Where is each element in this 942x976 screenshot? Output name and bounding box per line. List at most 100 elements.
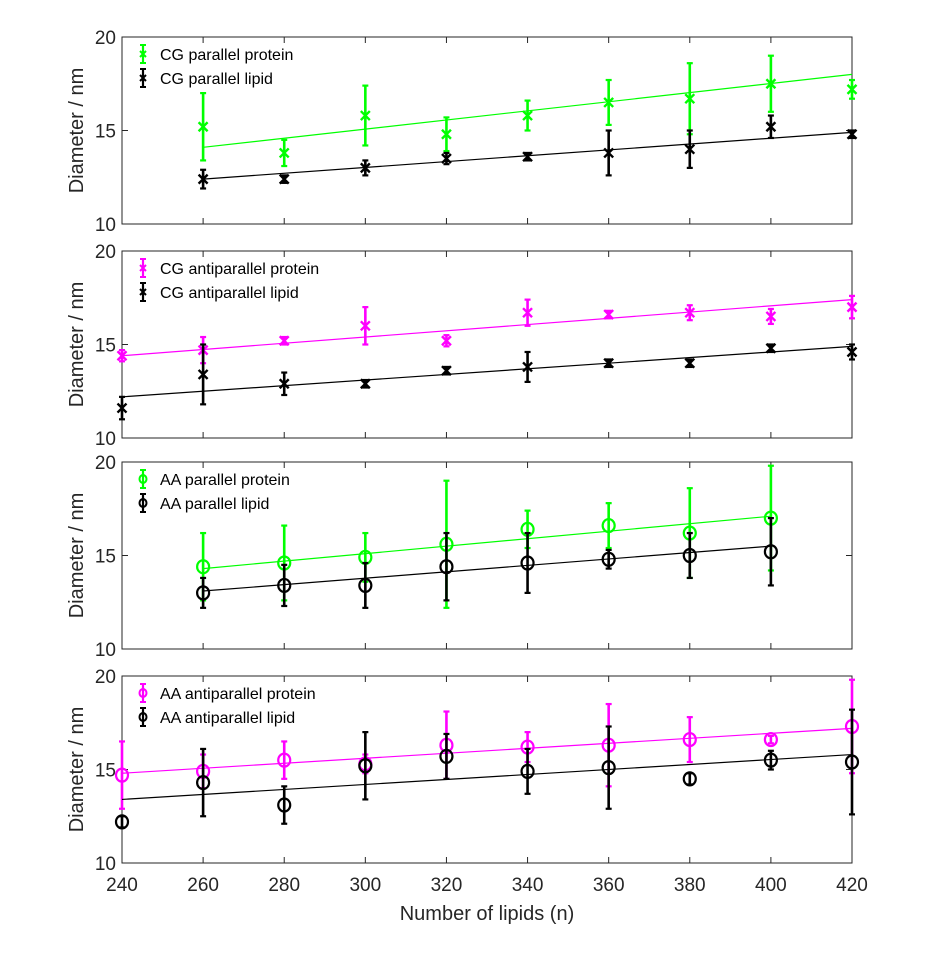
- legend-label: CG antiparallel lipid: [160, 285, 299, 302]
- data-point: [682, 547, 697, 564]
- series-1: CG antiparallel protein: [116, 258, 858, 365]
- data-point: [441, 335, 452, 347]
- legend-label: AA antiparallel lipid: [160, 710, 295, 727]
- data-point: [358, 758, 373, 774]
- series-2: AA parallel lipid: [138, 493, 778, 609]
- data-point: [603, 97, 615, 108]
- data-point: [682, 731, 697, 748]
- x-tick-label: 300: [349, 875, 381, 896]
- series-2: AA antiparallel lipid: [114, 707, 860, 830]
- data-point: [197, 173, 209, 185]
- data-point: [520, 555, 535, 571]
- data-point: [359, 110, 371, 121]
- legend-label: CG parallel lipid: [160, 71, 273, 88]
- x-tick-label: 360: [593, 875, 625, 896]
- data-point: [846, 301, 858, 313]
- y-tick-label: 15: [95, 122, 116, 143]
- data-point: [684, 307, 696, 319]
- y-tick-label: 15: [95, 547, 116, 568]
- plot-area: [121, 250, 853, 439]
- data-point: [439, 559, 454, 575]
- data-point: [278, 173, 290, 185]
- data-point: [684, 357, 696, 369]
- data-point: [358, 577, 373, 594]
- y-axis-label: Diameter / nm: [66, 493, 88, 619]
- y-axis-label: Diameter / nm: [66, 282, 88, 408]
- data-point: [116, 402, 128, 414]
- panel-1: 10 15 20 Diameter / nm CG parallel protein CG…: [66, 28, 858, 236]
- x-tick-label: 240: [106, 875, 138, 896]
- legend-marker: [139, 50, 147, 58]
- legend-marker: [138, 712, 148, 722]
- data-point: [359, 378, 371, 390]
- data-point: [441, 128, 452, 140]
- data-point: [763, 752, 778, 768]
- legend-marker: [138, 498, 148, 508]
- fit-line: [203, 545, 771, 592]
- legend-marker: [139, 264, 147, 272]
- data-point: [196, 559, 211, 575]
- y-axis-label: Diameter / nm: [66, 707, 88, 833]
- x-tick-label: 380: [674, 875, 706, 896]
- legend-marker: [139, 288, 147, 296]
- panel-3: 10 15 20 Diameter / nm AA parallel protein AA…: [66, 453, 853, 661]
- data-point: [278, 147, 290, 159]
- data-point: [765, 121, 777, 133]
- data-point: [277, 797, 292, 813]
- y-tick-label: 10: [95, 215, 116, 236]
- legend-marker: [138, 688, 148, 698]
- legend-marker: [139, 74, 147, 82]
- plot-area: [121, 36, 853, 225]
- data-point: [359, 320, 371, 332]
- data-point: [601, 517, 616, 534]
- data-point: [277, 577, 292, 594]
- y-axis-label: Diameter / nm: [66, 68, 88, 194]
- data-point: [684, 93, 696, 105]
- series-2: CG parallel lipid: [139, 68, 858, 190]
- data-point: [196, 774, 211, 791]
- series-2: CG antiparallel lipid: [116, 282, 858, 421]
- data-point: [765, 342, 777, 354]
- data-point: [439, 748, 454, 765]
- x-tick-label: 260: [187, 875, 219, 896]
- fit-line: [203, 515, 771, 570]
- fit-line: [121, 299, 853, 357]
- x-tick-label: 340: [512, 875, 544, 896]
- data-point: [763, 544, 778, 560]
- data-point: [765, 311, 777, 322]
- data-point: [601, 760, 616, 776]
- x-tick-label: 320: [431, 875, 463, 896]
- data-point: [114, 767, 130, 783]
- x-tick-label: 280: [268, 875, 300, 896]
- data-point: [278, 378, 290, 390]
- data-point: [846, 84, 858, 95]
- panel-4: 10 15 20 240 260 280 300 320 340 360 380 400 420 Diam…: [66, 667, 868, 925]
- legend-label: AA parallel lipid: [160, 496, 269, 513]
- data-point: [196, 585, 211, 601]
- data-point: [522, 110, 533, 121]
- data-point: [116, 350, 128, 362]
- data-point: [197, 369, 209, 380]
- fit-line: [121, 753, 853, 801]
- y-tick-label: 20: [95, 667, 116, 688]
- data-point: [441, 153, 452, 164]
- legend-label: CG antiparallel protein: [160, 261, 319, 278]
- x-axis-label: Number of lipids (n): [400, 903, 575, 925]
- data-point: [682, 771, 697, 787]
- data-point: [846, 346, 858, 358]
- plot-area: [121, 461, 853, 650]
- legend-marker: [138, 474, 148, 484]
- panel-2: 10 15 20 Diameter / nm CG antiparallel prote…: [66, 242, 858, 450]
- data-point: [684, 143, 696, 155]
- y-tick-label: 20: [95, 453, 116, 474]
- data-point: [520, 763, 535, 779]
- y-tick-label: 20: [95, 28, 116, 49]
- legend-label: AA antiparallel protein: [160, 686, 316, 703]
- data-point: [522, 361, 533, 373]
- y-tick-label: 10: [95, 640, 116, 661]
- data-point: [763, 731, 778, 748]
- y-tick-label: 20: [95, 242, 116, 263]
- data-point: [522, 307, 533, 319]
